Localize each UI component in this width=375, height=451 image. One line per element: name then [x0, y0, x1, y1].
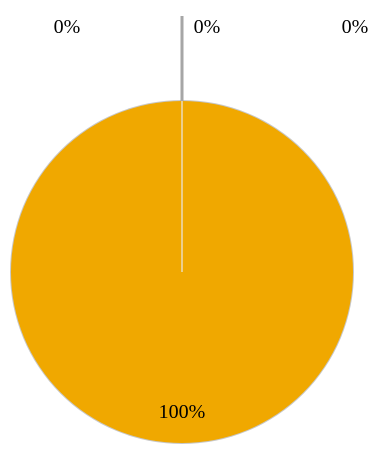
data-label-1: 0% — [54, 16, 81, 38]
data-label-2: 0% — [194, 16, 221, 38]
data-label-4: 100% — [159, 401, 206, 423]
data-label-3: 0% — [342, 16, 369, 38]
